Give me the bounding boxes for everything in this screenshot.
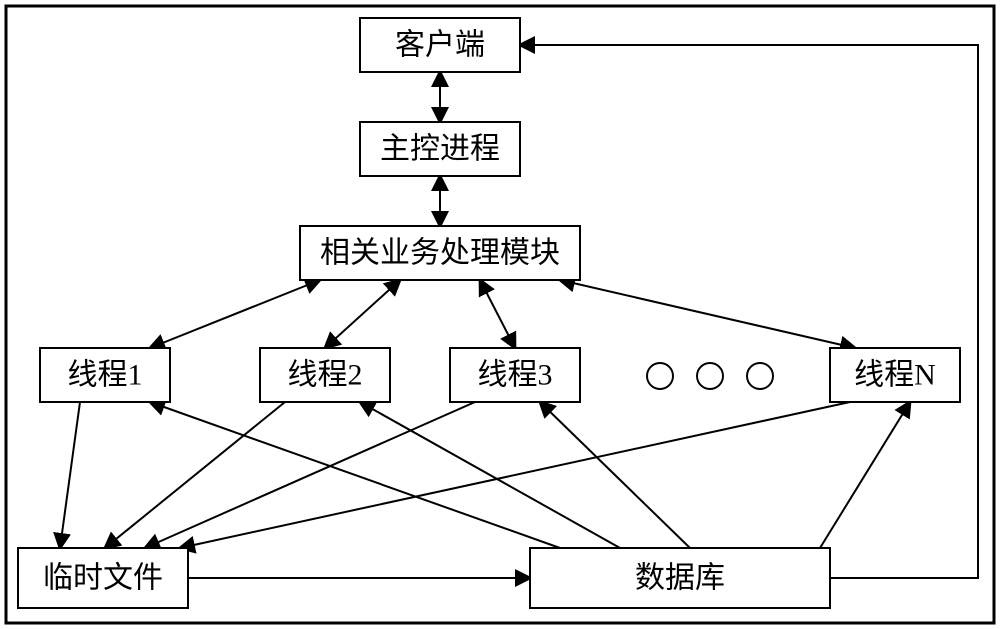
node-thread-2-label: 线程2 bbox=[288, 359, 363, 392]
edge-t1_b-tempfile_t1 bbox=[60, 402, 80, 548]
node-master-label: 主控进程 bbox=[380, 133, 500, 166]
edge-db_tr-tn_b bbox=[820, 402, 910, 548]
node-thread-3-label: 线程3 bbox=[478, 359, 553, 392]
edge-database-client-feedback bbox=[520, 45, 978, 578]
node-thread-n: 线程N bbox=[830, 348, 960, 402]
edge-tn_bl-tempfile_tr bbox=[180, 402, 850, 548]
edge-db_t3-t3_b bbox=[540, 402, 690, 548]
node-database-label: 数据库 bbox=[635, 562, 725, 595]
diagram-canvas: 客户端主控进程相关业务处理模块线程1 线程2 线程3 线程N 临时文件 数据库 bbox=[0, 0, 1000, 629]
ellipsis bbox=[647, 363, 773, 389]
node-database: 数据库 bbox=[530, 548, 830, 608]
edge-module_br2-tn_tl bbox=[560, 280, 855, 348]
outer-frame bbox=[6, 6, 994, 623]
edge-db_t1-t1_br bbox=[150, 402, 560, 548]
node-module-label: 相关业务处理模块 bbox=[320, 237, 560, 270]
node-thread-1-label: 线程1 bbox=[68, 359, 143, 392]
node-module: 相关业务处理模块 bbox=[300, 226, 580, 280]
edge-module_bl1-t1_tr bbox=[150, 280, 320, 348]
edge-db_t2-t2_br bbox=[360, 402, 620, 548]
ellipsis-dot-1 bbox=[647, 363, 673, 389]
ellipsis-dot-3 bbox=[747, 363, 773, 389]
node-thread-2: 线程2 bbox=[260, 348, 390, 402]
ellipsis-dot-2 bbox=[697, 363, 723, 389]
node-client-label: 客户端 bbox=[395, 29, 485, 62]
node-master: 主控进程 bbox=[360, 122, 520, 176]
node-thread-3: 线程3 bbox=[450, 348, 580, 402]
node-tempfile: 临时文件 bbox=[18, 548, 188, 608]
edge-module_bl2-t2_t bbox=[325, 280, 400, 348]
edge-module_br1-t3_t bbox=[480, 280, 515, 348]
node-tempfile-label: 临时文件 bbox=[43, 562, 163, 595]
node-thread-n-label: 线程N bbox=[854, 359, 936, 392]
node-client: 客户端 bbox=[360, 18, 520, 72]
node-thread-1: 线程1 bbox=[40, 348, 170, 402]
